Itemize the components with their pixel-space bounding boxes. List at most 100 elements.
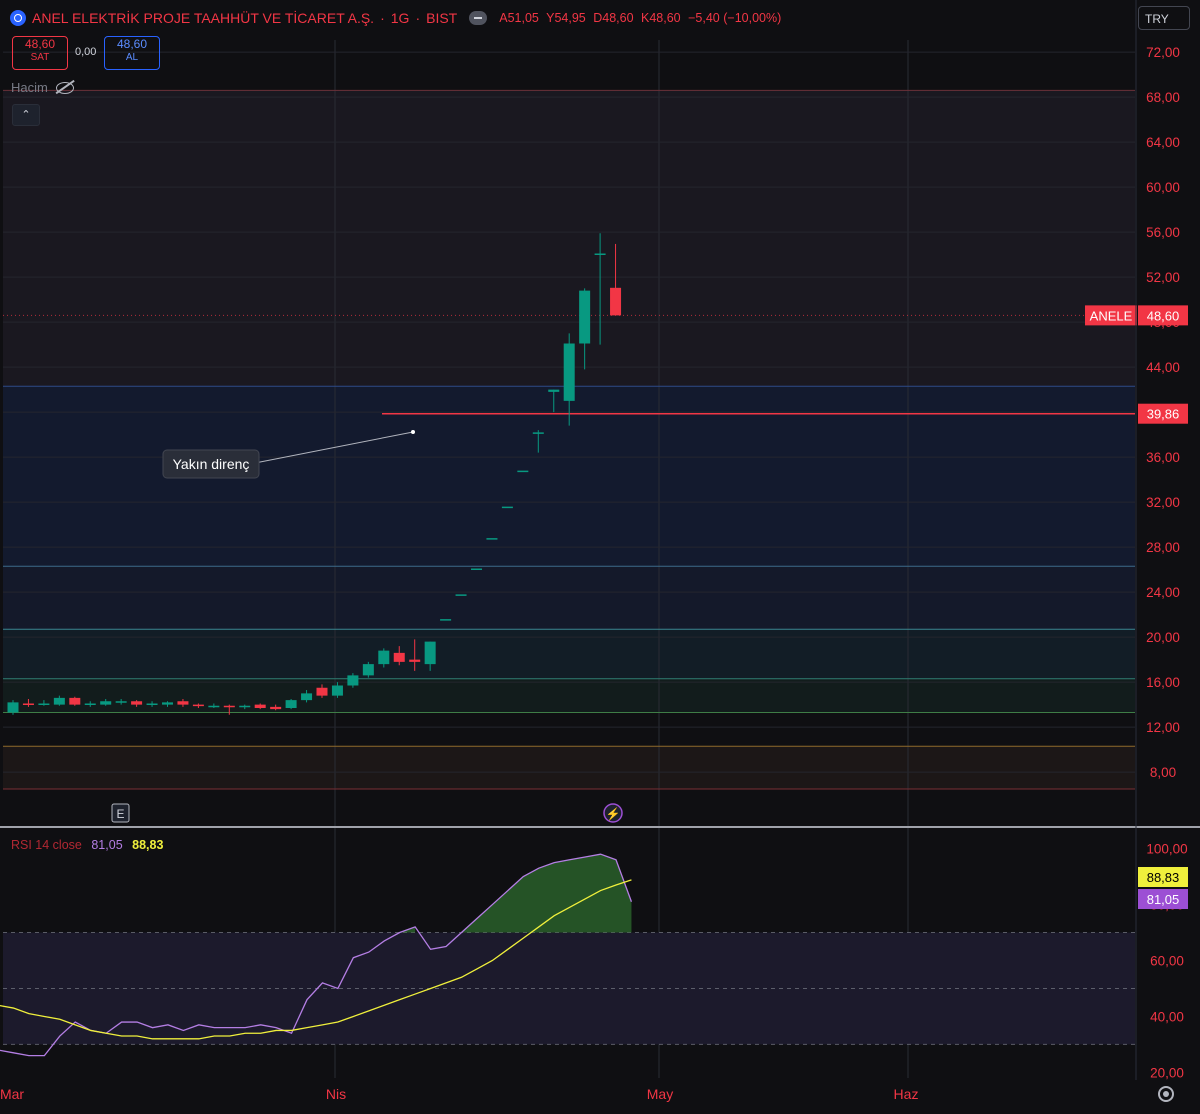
price-tick-label: 20,00 (1146, 630, 1180, 645)
rsi-ma-line (0, 879, 632, 1040)
candle-body (38, 703, 50, 705)
candle-body (100, 701, 112, 705)
dividend-marker (603, 803, 623, 823)
price-tick-label: 72,00 (1146, 45, 1180, 60)
candle-body (362, 664, 374, 676)
price-tick-label: 68,00 (1146, 90, 1180, 105)
buy-button[interactable]: 48,60 AL (104, 36, 160, 70)
rsi-tick-label: 100,00 (1146, 842, 1187, 857)
rsi-tick-label: 60,00 (1150, 954, 1184, 969)
price-tick-label: 52,00 (1146, 270, 1180, 285)
sell-label: SAT (30, 52, 50, 63)
candle-body (69, 697, 81, 705)
time-tick-label: Nis (326, 1086, 346, 1102)
candle-body (131, 701, 143, 705)
zone-low (3, 746, 1135, 789)
candle-body (177, 701, 189, 705)
candle-body (270, 706, 282, 710)
candle-body (501, 506, 513, 509)
volume-label: Hacim (11, 80, 48, 95)
annotation-box (162, 449, 260, 479)
candle-body (455, 594, 467, 596)
volume-legend[interactable]: Hacim (11, 80, 74, 95)
price-tick-label: 36,00 (1146, 450, 1180, 465)
resistance-tag-box (1138, 403, 1188, 424)
rsi-ma-tag-value: 88,83 (1147, 870, 1180, 885)
price-tick-label: 44,00 (1146, 360, 1180, 375)
candle-body (22, 703, 34, 705)
time-tick-label: May (647, 1086, 673, 1102)
symbol-title[interactable]: ANEL ELEKTRİK PROJE TAAHHÜT VE TİCARET A… (32, 10, 375, 26)
gear-icon[interactable] (1158, 1086, 1174, 1102)
candle-body (331, 685, 343, 696)
ohlc-low: D48,60 (593, 11, 634, 25)
ohlc-change: −5,40 (−10,00%) (688, 11, 782, 25)
exchange-label: BIST (426, 10, 458, 26)
candle-body (7, 702, 19, 713)
sell-button[interactable]: 48,60 SAT (12, 36, 68, 70)
price-tick-label: 60,00 (1146, 180, 1180, 195)
candle-body (532, 432, 544, 434)
rsi-tick-label: 40,00 (1150, 1009, 1184, 1024)
resistance-tag-value: 39,86 (1147, 407, 1180, 422)
candle-body (208, 705, 220, 708)
earnings-marker (111, 803, 130, 823)
candle-body (146, 703, 158, 705)
symbol-logo-icon (10, 10, 26, 26)
price-tag-symbol: ANELE (1090, 308, 1133, 323)
currency-button[interactable]: TRY (1138, 6, 1190, 30)
candle-body (486, 538, 498, 540)
time-tick-label: Mar (0, 1086, 24, 1102)
price-tag-symbol-box (1085, 305, 1137, 326)
price-tick-label: 32,00 (1146, 495, 1180, 510)
price-tick-label: 16,00 (1146, 675, 1180, 690)
ohlc-open: A51,05 (499, 11, 539, 25)
dividend-marker-icon: ⚡ (606, 807, 621, 821)
rsi-value: 81,05 (91, 838, 123, 852)
price-tick-label: 24,00 (1146, 585, 1180, 600)
annotation-anchor-dot (411, 430, 415, 434)
interval-label[interactable]: 1G (390, 10, 410, 26)
candle-body (517, 470, 529, 473)
buy-price: 48,60 (116, 37, 148, 51)
spread-value: 0,00 (75, 46, 97, 58)
minus-icon[interactable] (469, 11, 488, 25)
candle-body (440, 619, 452, 621)
candle-body (594, 253, 606, 255)
price-tick-label: 12,00 (1146, 720, 1180, 735)
candle-body (254, 704, 266, 708)
candle-body (223, 705, 235, 708)
rsi-legend[interactable]: RSI 14 close 81,05 88,83 (11, 838, 163, 852)
collapse-button[interactable]: ⌃ (12, 104, 40, 126)
candle-body (162, 702, 173, 705)
candle-body (84, 703, 96, 705)
price-tick-label: 64,00 (1146, 135, 1180, 150)
candle-body (579, 290, 591, 344)
candle-body (548, 389, 560, 392)
candle-body (316, 687, 328, 696)
currency-label: TRY (1145, 12, 1169, 26)
price-tick-label: 56,00 (1146, 225, 1180, 240)
title-separator-2: · (415, 10, 421, 26)
title-separator: · (380, 10, 385, 26)
buy-label: AL (125, 52, 139, 63)
candle-body (192, 704, 204, 707)
rsi-tick-label: 20,00 (1150, 1065, 1184, 1080)
zone-blue-2 (3, 566, 1135, 630)
price-tag-value: 48,60 (1147, 308, 1180, 323)
price-tick-label: 8,00 (1150, 765, 1176, 780)
rsi-name: RSI 14 close (11, 838, 82, 852)
rsi-ma-value: 88,83 (132, 838, 164, 852)
candle-body (285, 700, 297, 708)
rsi-band-fill (3, 932, 1135, 1045)
eye-off-icon[interactable] (55, 81, 74, 94)
candle-body (393, 652, 405, 662)
price-tick-label: 28,00 (1146, 540, 1180, 555)
annotation-text: Yakın direnç (173, 456, 250, 472)
chevron-up-icon: ⌃ (21, 109, 31, 121)
sell-price: 48,60 (24, 37, 56, 51)
rsi-ma-tag-box (1138, 867, 1188, 887)
earnings-marker-label: E (116, 807, 124, 821)
